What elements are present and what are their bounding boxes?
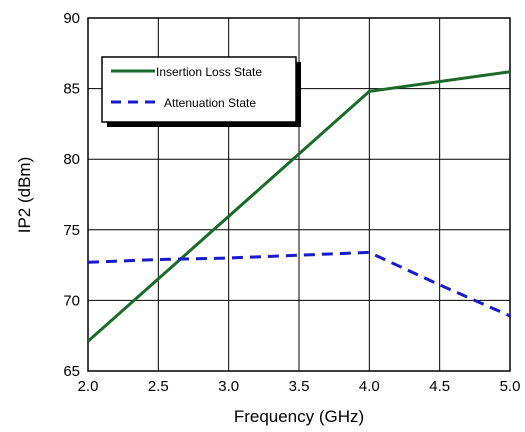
- x-tick-label: 2.5: [148, 378, 169, 395]
- x-axis-title: Frequency (GHz): [234, 407, 364, 426]
- series-group: [87, 70, 511, 343]
- y-axis-title: IP2 (dBm): [15, 157, 34, 234]
- plot-frame: [87, 17, 511, 372]
- y-tick-label: 85: [63, 81, 80, 98]
- legend: Insertion Loss State Attenuation State: [101, 56, 301, 127]
- y-tick-label: 65: [63, 363, 80, 380]
- x-tick-label: 4.0: [359, 378, 380, 395]
- x-tick-label: 2.0: [78, 378, 99, 395]
- x-tick-label: 5.0: [500, 378, 521, 395]
- x-tick-label: 4.5: [429, 378, 450, 395]
- legend-box: [101, 56, 297, 123]
- x-tick-label: 3.5: [289, 378, 310, 395]
- x-tick-labels: 2.0 2.5 3.0 3.5 4.0 4.5 5.0: [78, 378, 521, 395]
- y-tick-label: 70: [63, 292, 80, 309]
- y-tick-label: 80: [63, 151, 80, 168]
- x-tick-label: 3.0: [218, 378, 239, 395]
- legend-label-insertion-loss: Insertion Loss State: [156, 65, 262, 79]
- y-tick-label: 75: [63, 222, 80, 239]
- legend-label-attenuation: Attenuation State: [164, 96, 256, 110]
- y-tick-label: 90: [63, 10, 80, 27]
- y-tick-labels: 65 70 75 80 85 90: [63, 10, 80, 380]
